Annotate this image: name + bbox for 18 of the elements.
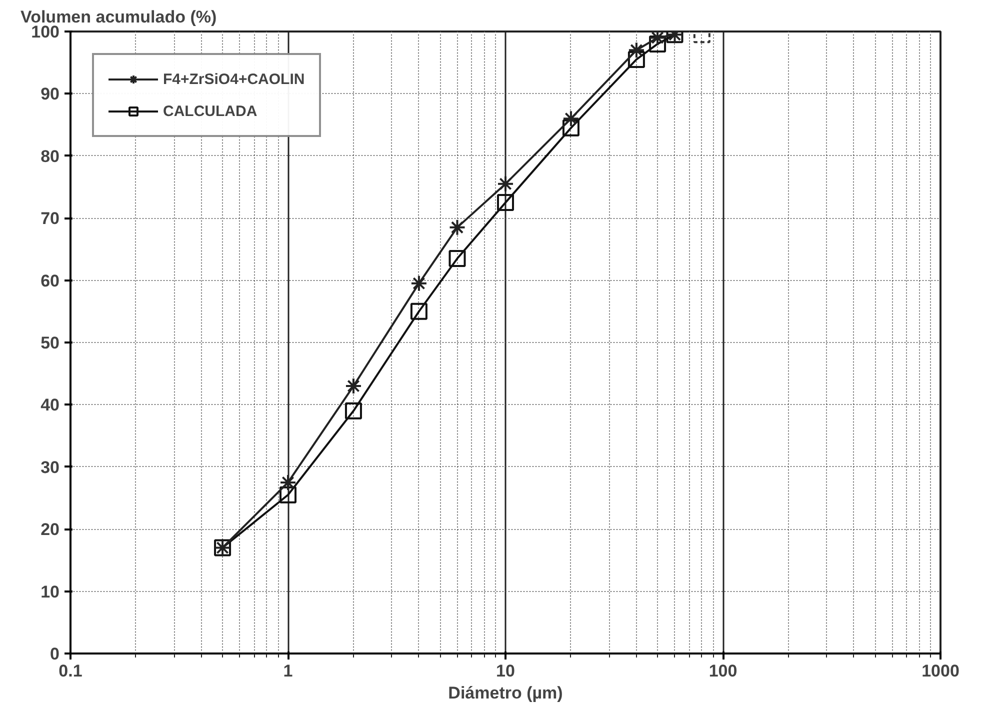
y-tick-label: 50 bbox=[40, 334, 60, 352]
y-tick-label: 40 bbox=[40, 396, 60, 415]
x-tick-label: 100 bbox=[708, 662, 738, 680]
y-tick-label: 10 bbox=[40, 582, 60, 602]
y-tick-label: 70 bbox=[40, 209, 60, 228]
y-tick-label: 20 bbox=[40, 520, 60, 540]
y-tick-label: 90 bbox=[40, 84, 60, 104]
y-tick-label: 0 bbox=[50, 644, 60, 664]
x-tick-label: 0.1 bbox=[58, 662, 82, 680]
legend-label: F4+ZrSiO4+CAOLIN bbox=[163, 70, 305, 88]
x-tick-label: 10 bbox=[496, 662, 515, 680]
y-tick-label: 80 bbox=[40, 146, 60, 166]
x-tick-label: 1000 bbox=[922, 662, 960, 680]
x-tick-label: 1 bbox=[283, 662, 293, 680]
y-tick-label: 60 bbox=[40, 271, 60, 290]
x-axis-title: Diámetro (µm) bbox=[448, 684, 563, 702]
legend-label: CALCULADA bbox=[163, 102, 258, 120]
y-tick-label: 30 bbox=[40, 458, 60, 477]
